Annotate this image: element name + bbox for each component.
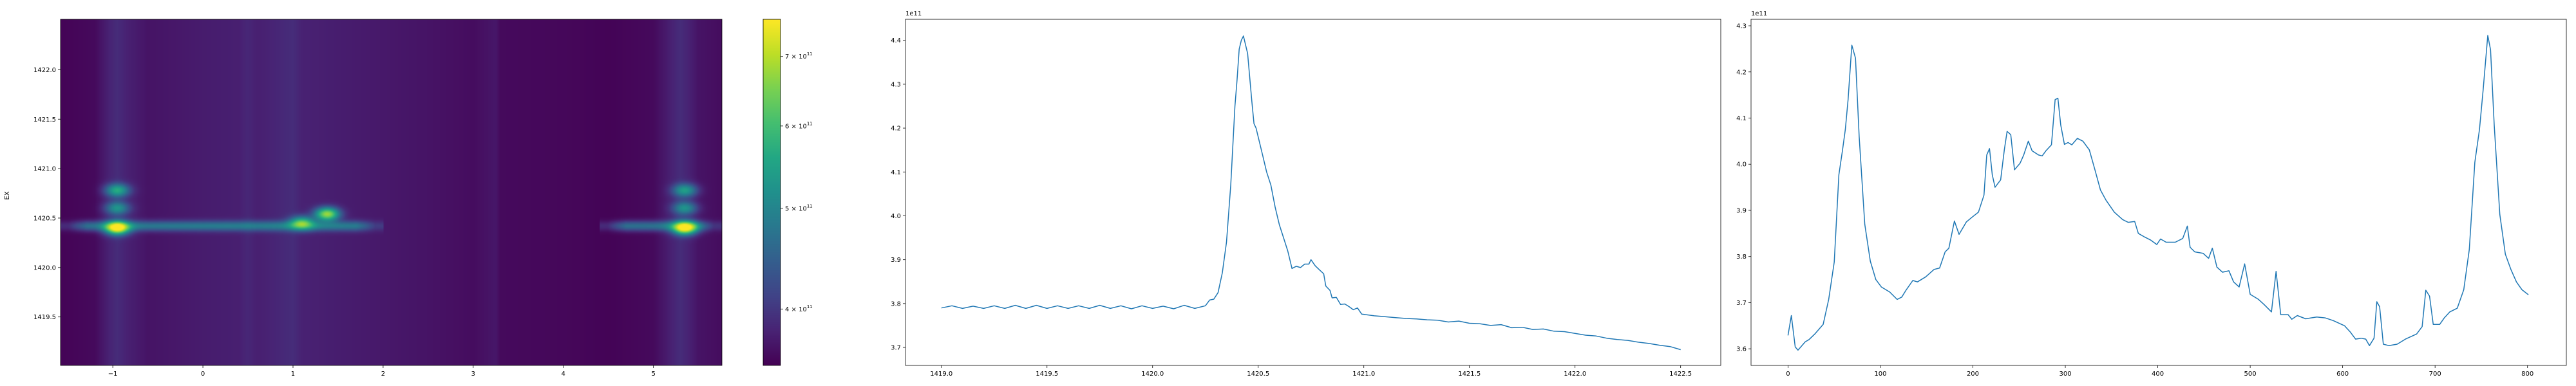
colorbar-gradient xyxy=(763,19,781,365)
colorbar-tick-label: 4 × 1011 xyxy=(785,304,813,313)
index-profile-frame xyxy=(1750,19,2567,366)
ex-profile-xtick-label: 1421.5 xyxy=(1458,371,1481,378)
heatmap-xtick-label: 1 xyxy=(291,371,295,378)
heatmap-ytick-label: 1420.0 xyxy=(33,264,56,271)
index-profile-ytick-label: 4.2 xyxy=(1736,69,1747,76)
ex-profile-ytick-label: 4.3 xyxy=(891,81,901,88)
heatmap-ytick-label: 1419.5 xyxy=(33,314,56,321)
index-profile-ytick-label: 3.7 xyxy=(1736,300,1747,307)
tick-exponent: 11 xyxy=(807,304,813,309)
index-profile-ytick-label: 4.1 xyxy=(1736,115,1747,122)
ex-profile-ytick-label: 3.9 xyxy=(891,257,901,264)
index-profile-series-line xyxy=(1787,35,2529,351)
ex-profile-series-line xyxy=(941,35,1681,351)
ex-profile-xtick-label: 1419.0 xyxy=(930,371,952,378)
index-profile-ytick-label: 3.6 xyxy=(1736,346,1747,353)
heatmap-xtick-label: −1 xyxy=(108,371,118,378)
tick-exponent: 11 xyxy=(807,121,813,126)
index-profile-ytick-label: 3.9 xyxy=(1736,207,1747,214)
colorbar-frame xyxy=(762,19,781,366)
ex-profile-ytick-label: 4.4 xyxy=(891,37,901,44)
heatmap-image xyxy=(61,19,722,365)
index-profile-xtick-label: 500 xyxy=(2244,371,2257,378)
index-profile-xtick-label: 300 xyxy=(2059,371,2071,378)
ex-profile-xtick-label: 1422.5 xyxy=(1669,371,1692,378)
index-profile-xtick-label: 800 xyxy=(2521,371,2533,378)
index-profile-ytick-label: 3.8 xyxy=(1736,253,1747,261)
index-profile-xtick-label: 700 xyxy=(2429,371,2441,378)
index-profile-xtick-label: 100 xyxy=(1874,371,1886,378)
heatmap-xtick-label: 3 xyxy=(471,371,475,378)
heatmap-ytick-label: 1422.0 xyxy=(33,67,56,74)
colorbar-tick-label: 7 × 1011 xyxy=(785,51,813,60)
index-profile-xtick-label: 600 xyxy=(2336,371,2349,378)
ex-profile-offset-label: 1e11 xyxy=(905,10,922,17)
index-profile-xtick-label: 400 xyxy=(2152,371,2164,378)
ex-profile-xtick-label: 1421.0 xyxy=(1352,371,1375,378)
heatmap-frame xyxy=(60,19,723,366)
heatmap-ylabel: EX xyxy=(4,191,11,199)
index-profile-xtick-label: 0 xyxy=(1786,371,1790,378)
ex-profile-xtick-label: 1420.5 xyxy=(1247,371,1269,378)
ex-profile-ytick-label: 4.2 xyxy=(891,125,901,133)
heatmap-xtick-label: 2 xyxy=(381,371,385,378)
tick-base: 5 × 10 xyxy=(785,205,807,212)
ex-profile-xtick-label: 1419.5 xyxy=(1036,371,1058,378)
heatmap-ytick-label: 1421.0 xyxy=(33,166,56,173)
heatmap-xtick-label: 5 xyxy=(651,371,655,378)
ex-profile-ytick-label: 3.8 xyxy=(891,300,901,308)
colorbar-tick-label: 6 × 1011 xyxy=(785,121,813,130)
index-profile-ytick-label: 4.0 xyxy=(1736,161,1747,169)
tick-base: 7 × 10 xyxy=(785,53,807,60)
index-profile-xtick-label: 200 xyxy=(1967,371,1979,378)
ex-profile-axes: 1419.0 1419.5 1420.0 1420.5 1421.0 1421.5 1422… xyxy=(891,10,1721,378)
ex-profile-ytick-label: 4.0 xyxy=(891,213,901,220)
colorbar-tick-label: 5 × 1011 xyxy=(785,203,813,212)
tick-base: 4 × 10 xyxy=(785,306,807,313)
heatmap-xtick-label: 0 xyxy=(201,371,205,378)
ex-profile-xtick-label: 1422.0 xyxy=(1564,371,1586,378)
ex-profile-xtick-label: 1420.0 xyxy=(1141,371,1164,378)
heatmap-ytick-label: 1421.5 xyxy=(33,116,56,124)
heatmap-axes: −1 0 1 2 3 4 5 1419.5 1420.0 1420.5 1421.0 1421.5 14… xyxy=(4,19,723,378)
ex-profile-ytick-label: 4.1 xyxy=(891,169,901,176)
tick-exponent: 11 xyxy=(807,203,813,208)
ex-profile-frame xyxy=(905,19,1721,366)
ex-profile-ytick-label: 3.7 xyxy=(891,345,901,352)
index-profile-offset-label: 1e11 xyxy=(1751,10,1767,17)
index-profile-axes: 0 100 200 300 400 500 600 700 800 3.6 3.7 3.8 3.9 4.0… xyxy=(1736,10,2567,378)
heatmap-ytick-label: 1420.5 xyxy=(33,215,56,222)
heatmap-xtick-label: 4 xyxy=(562,371,565,378)
tick-exponent: 11 xyxy=(807,51,813,57)
tick-base: 6 × 10 xyxy=(785,123,807,130)
index-profile-ytick-label: 4.3 xyxy=(1736,23,1747,30)
